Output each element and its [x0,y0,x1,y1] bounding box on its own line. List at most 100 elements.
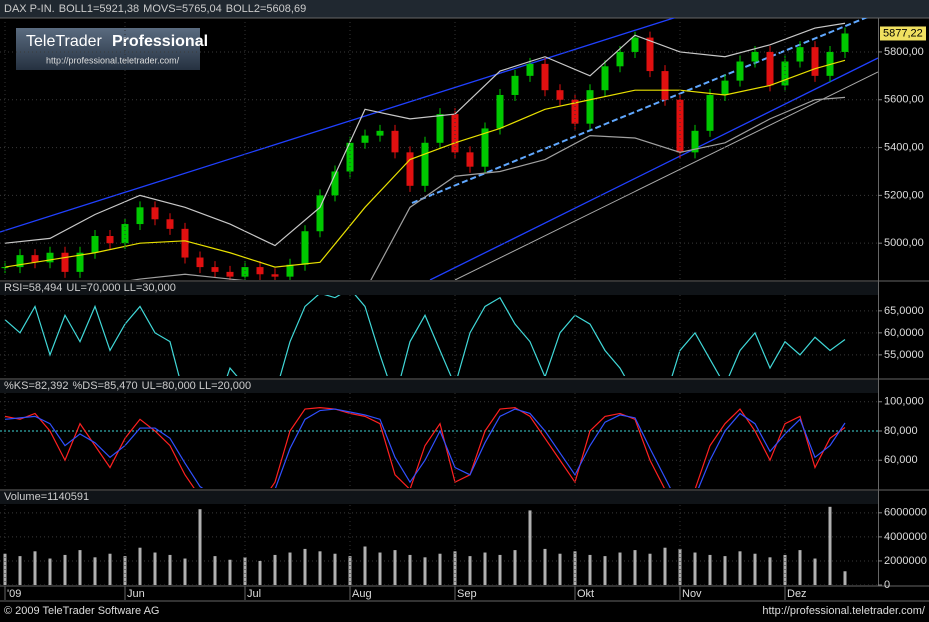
bar [303,548,307,585]
bar [198,509,202,585]
candle [616,51,624,67]
bar [363,546,367,585]
line-series [4,295,846,376]
y-tick-label: 4000000 [884,531,927,543]
bar [93,557,97,585]
candle [271,274,279,277]
y-tick-label: 100,000 [884,396,924,408]
candle [601,66,609,91]
bar [633,550,637,585]
y-tick-label: 0 [884,579,890,591]
footer-right: http://professional.teletrader.com/ [762,605,926,617]
y-tick-label: 5200,00 [884,189,924,201]
candle [751,51,759,62]
candle [466,152,474,167]
bar [843,571,847,585]
legend-entry: Volume=1140591 [4,491,89,503]
candle [106,236,114,244]
candle [391,130,399,153]
y-tick-label: 80,000 [884,425,918,437]
candle [286,264,294,277]
candle [721,80,729,95]
candle [421,142,429,186]
candle [316,195,324,232]
candle [361,135,369,143]
bar [588,554,592,585]
bar [513,550,517,585]
logo-product: Professional [112,33,208,50]
candle [31,255,39,263]
bar [573,551,577,585]
bar [63,554,67,585]
candle [256,267,264,275]
plot-area [0,506,878,585]
x-tick-label: '09 [7,588,21,600]
candle [151,207,159,220]
y-tick-label: 65,0000 [884,305,924,317]
bar [603,556,607,585]
candle [526,63,534,76]
bar [708,554,712,585]
candle [121,224,129,244]
y-tick-label: 5400,00 [884,141,924,153]
candle [496,94,504,129]
candle [571,99,579,124]
candle [451,114,459,153]
candle [646,37,654,72]
plot-area [0,295,878,376]
y-tick-label: 5800,00 [884,46,924,58]
candle [436,114,444,143]
bar [48,558,52,585]
candle [166,219,174,229]
bar [423,557,427,585]
bar [693,552,697,585]
footer-left: © 2009 TeleTrader Software AG [4,605,159,617]
y-tick-label: 60,000 [884,454,918,466]
header-bar [0,491,878,504]
candle [706,94,714,131]
bar [528,510,532,585]
bar [543,548,547,585]
panel-borders [0,17,929,602]
candle [301,231,309,265]
bar [648,553,652,585]
candle [481,128,489,167]
legend-entry: UL=80,000 LL=20,000 [142,380,252,392]
bar [258,560,262,585]
line-series [4,406,846,488]
bar [108,553,112,585]
bar [438,553,442,585]
y-tick-label: 5000,00 [884,237,924,249]
bar [798,550,802,585]
y-tick-label: 60,0000 [884,327,924,339]
legend-entry: BOLL2=5608,69 [226,3,306,15]
bar [168,554,172,585]
plot-area [0,401,878,488]
line-series [4,408,846,488]
bar [393,550,397,585]
candle [541,63,549,91]
candle [46,252,54,263]
bar [468,556,472,585]
bar [558,553,562,585]
bar [813,558,817,585]
candle [511,75,519,95]
header-bar [0,282,878,295]
bar [453,551,457,585]
last-price-label: 5877,22 [883,27,923,39]
y-tick-label: 6000000 [884,507,927,519]
candle [181,228,189,258]
bar [18,556,22,585]
y-tick-label: 5600,00 [884,94,924,106]
candle [91,236,99,253]
bar [663,547,667,585]
candle [556,90,564,100]
line-series [4,22,846,247]
bar [243,557,247,585]
legend-entry: DAX P-IN. [4,3,55,15]
bar [288,552,292,585]
x-tick-label: Nov [682,588,702,600]
x-tick-label: Aug [352,588,372,600]
x-tick-label: Dez [787,588,807,600]
